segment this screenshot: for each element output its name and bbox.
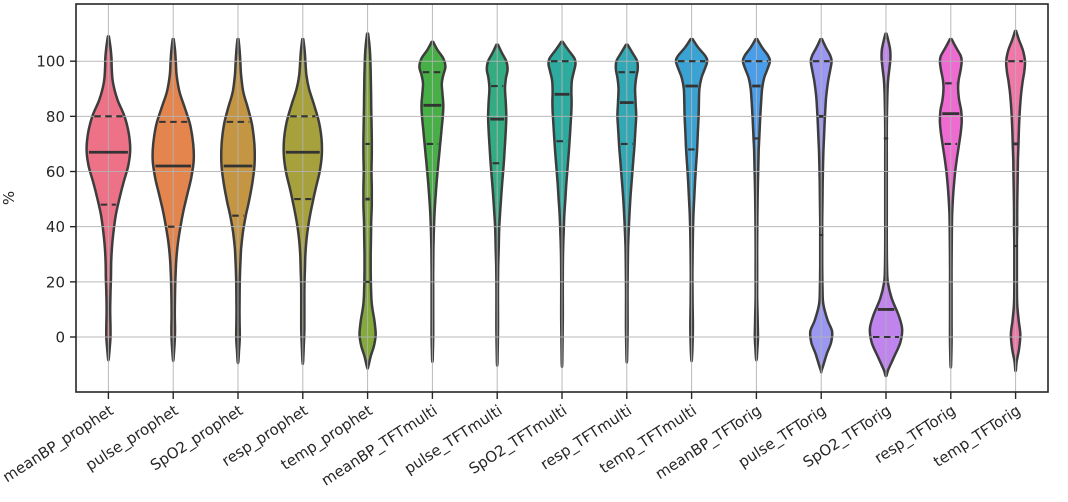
y-axis-label: %: [0, 191, 18, 205]
x-tick-label: meanBP_TFTmulti: [318, 401, 441, 490]
violins-layer: [85, 29, 1027, 378]
y-tick-label: 20: [46, 273, 65, 291]
y-tick-label: 100: [36, 53, 65, 71]
axes-layer: [70, 3, 1049, 399]
tick-labels-layer: 020406080100meanBP_prophetpulse_prophetS…: [0, 53, 1024, 491]
y-tick-label: 0: [55, 329, 65, 347]
y-tick-label: 80: [46, 108, 65, 126]
x-tick-label: meanBP_TFTorig: [652, 401, 765, 484]
y-tick-label: 60: [46, 163, 65, 181]
quartile-lines-layer: [88, 60, 1023, 339]
gridlines-layer: [76, 4, 1048, 392]
x-tick-label: meanBP_prophet: [0, 401, 117, 487]
y-tick-label: 40: [46, 218, 65, 236]
